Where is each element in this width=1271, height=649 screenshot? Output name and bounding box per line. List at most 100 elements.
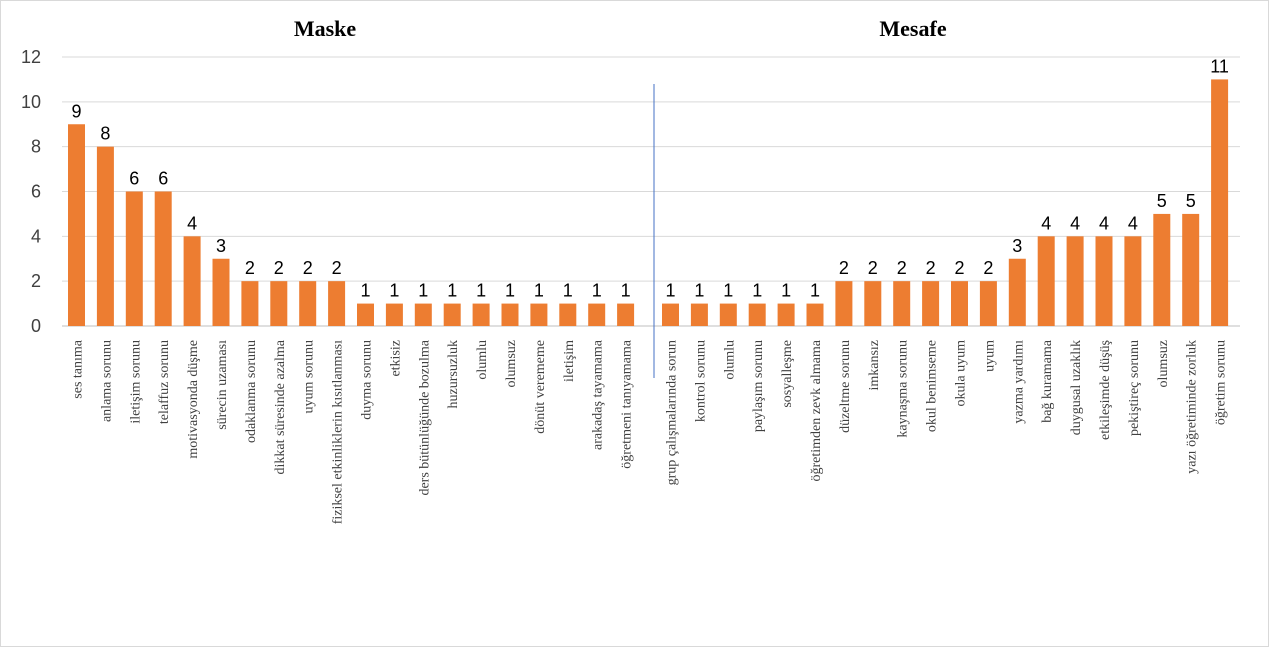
data-label: 9 [71,101,81,121]
x-tick-label: etkileşimde düşüş [1098,340,1113,440]
y-tick-label: 10 [21,92,41,112]
x-tick-label: uyum sorunu [302,340,317,414]
bar [212,258,230,326]
data-label: 2 [303,258,313,278]
x-tick-label: pekiştireç sorunu [1127,340,1142,436]
data-label: 2 [332,258,342,278]
bar [835,281,853,326]
data-label: 3 [216,236,226,256]
bar [414,303,432,326]
data-label: 2 [245,258,255,278]
data-label: 5 [1157,191,1167,211]
data-label: 1 [505,281,515,301]
x-tick-label: olumlu [722,340,737,380]
x-tick-label: imkansız [867,340,882,391]
data-label: 1 [360,281,370,301]
x-tick-label: iletişim [562,340,577,382]
bar [690,303,708,326]
x-tick-label: kaynaşma sorunu [896,340,911,438]
data-label: 1 [752,281,762,301]
x-tick-label: grup çalışmalarında sorun [665,340,680,485]
data-label: 4 [1128,213,1138,233]
x-tick-label: yazı öğretiminde zorluk [1185,340,1200,474]
data-label: 1 [665,281,675,301]
bar [777,303,795,326]
y-tick-label: 2 [31,271,41,291]
x-tick-label: sürecin uzaması [215,340,230,430]
x-tick-label: duyma sorunu [360,340,375,420]
data-label: 1 [389,281,399,301]
bar [662,303,679,326]
bar [1211,79,1229,327]
data-label: 2 [274,258,284,278]
x-tick-label: yazma yardımı [1011,340,1026,424]
x-tick-label: dikkat süresinde azalma [273,339,288,474]
y-tick-label: 12 [21,47,41,67]
x-tick-label: bağ kuramama [1040,339,1055,423]
x-tick-label: olumlu [475,340,490,380]
data-label: 1 [723,281,733,301]
data-label: 4 [1070,213,1080,233]
bar [530,303,548,326]
data-label: 5 [1186,191,1196,211]
bar [472,303,490,326]
y-tick-label: 4 [31,226,41,246]
bar [617,303,635,326]
data-label: 8 [100,124,110,144]
y-axis: 0 2 4 6 8 10 12 [21,47,41,336]
data-label: 1 [694,281,704,301]
bar [559,303,577,326]
data-label: 1 [534,281,544,301]
bars [68,79,1229,327]
x-tick-label: uyum [982,340,997,372]
x-tick-label: öğretim sorunu [1214,340,1229,425]
x-tick-label: arakadaş tayamama [591,339,606,450]
y-tick-label: 6 [31,182,41,202]
bar [385,303,403,326]
bar [588,303,606,326]
y-tick-label: 8 [31,137,41,157]
data-label: 1 [810,281,820,301]
data-label: 1 [476,281,486,301]
x-tick-label: kontrol sorunu [693,340,708,422]
data-label: 4 [1041,213,1051,233]
data-label: 2 [868,258,878,278]
data-label: 3 [1012,236,1022,256]
bar [501,303,519,326]
x-tick-label: okul benimseme [925,340,940,432]
x-tick-label: olumsuz [504,340,519,387]
data-label: 11 [1210,56,1229,76]
bar [241,281,259,326]
x-tick-label: öğretmeni tanıyamama [620,339,635,468]
bar [864,281,882,326]
bar [270,281,288,326]
data-label: 4 [1099,213,1109,233]
data-label: 1 [621,281,631,301]
x-tick-label: odaklanma sorunu [244,340,259,443]
data-label: 1 [563,281,573,301]
bar [68,124,85,326]
data-label: 1 [592,281,602,301]
bar [96,146,114,326]
x-tick-label: sosyalleşme [780,340,795,408]
bar [1095,236,1113,326]
x-axis-labels: ses tanıma anlama sorunu iletişim sorunu te… [71,339,1229,524]
data-label: 1 [418,281,428,301]
bar [719,303,737,326]
data-label: 2 [926,258,936,278]
bar [183,236,201,326]
data-label: 2 [983,258,993,278]
group-title-maske: Maske [294,16,357,41]
data-label: 2 [839,258,849,278]
data-label: 2 [954,258,964,278]
data-label: 1 [447,281,457,301]
data-label: 4 [187,213,197,233]
bar [299,281,317,326]
data-label: 1 [781,281,791,301]
data-label: 2 [897,258,907,278]
bar [951,281,968,326]
x-tick-label: fiziksel etkinliklerin kısıtlanması [331,340,346,524]
bar [922,281,940,326]
